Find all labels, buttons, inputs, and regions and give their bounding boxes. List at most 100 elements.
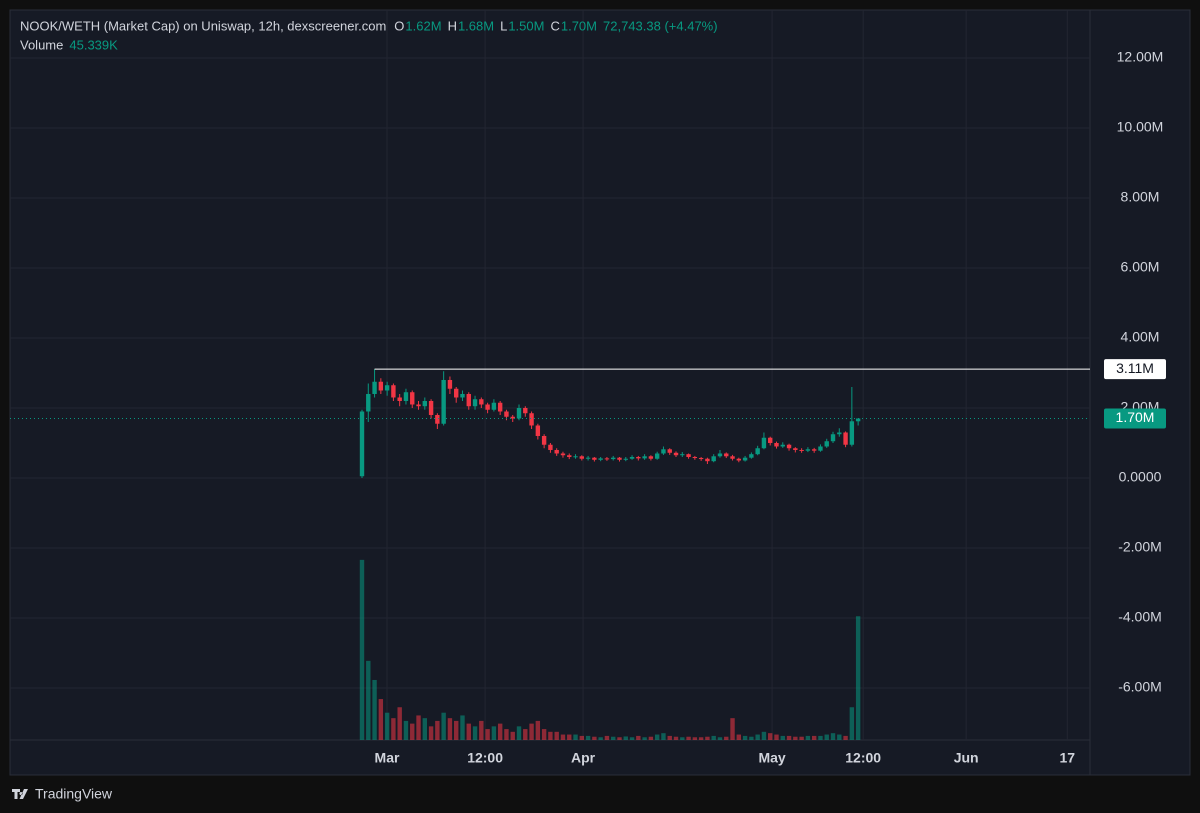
candle-body — [491, 402, 497, 410]
candle-body — [698, 458, 704, 460]
volume-bar — [717, 737, 723, 740]
candle-body — [410, 392, 415, 405]
legend-value: 1.62M — [405, 18, 441, 33]
brand-logo — [12, 789, 28, 799]
last-price-label: 1.70M — [1116, 409, 1155, 425]
candle-body — [636, 456, 641, 459]
candle-body — [372, 381, 377, 394]
candle-body — [485, 404, 490, 410]
volume-bar — [673, 736, 679, 740]
candle-body — [460, 393, 465, 398]
volume-bar — [698, 737, 704, 740]
volume-bar — [554, 731, 559, 740]
candle-body — [705, 458, 710, 462]
y-tick-label: -2.00M — [1118, 539, 1162, 555]
volume-bar — [485, 729, 490, 740]
candle-body — [447, 379, 453, 389]
legend-key: C — [550, 18, 559, 33]
legend-value: 1.50M — [508, 18, 544, 33]
volume-bar — [768, 733, 773, 740]
volume-bar — [397, 707, 402, 740]
volume-bar — [447, 718, 453, 740]
volume-bar — [604, 735, 610, 740]
volume-bar — [623, 736, 628, 740]
y-tick-label: 10.00M — [1117, 119, 1164, 135]
candle-body — [454, 388, 459, 398]
volume-bar — [579, 735, 585, 740]
volume-bar — [780, 735, 785, 740]
volume-bar — [466, 723, 471, 740]
candle-body — [510, 416, 515, 419]
candle-body — [567, 455, 572, 457]
legend-value: 1.68M — [458, 18, 494, 33]
x-tick-label: Mar — [375, 750, 400, 766]
candle-body — [761, 437, 767, 449]
volume-bar — [567, 734, 572, 740]
volume-bar — [384, 712, 390, 740]
candle-body — [648, 456, 654, 459]
candle-body — [416, 404, 421, 407]
legend-key: H — [448, 18, 457, 33]
volume-bar — [818, 735, 823, 740]
candle-body — [811, 449, 817, 451]
candle-body — [529, 413, 534, 426]
volume-bar — [667, 735, 672, 740]
marks — [10, 368, 1090, 740]
y-tick-label: 8.00M — [1121, 189, 1160, 205]
candle-body — [642, 456, 647, 459]
candle-body — [422, 400, 428, 407]
volume-bar — [654, 734, 660, 740]
candle-body — [611, 457, 616, 460]
candle-body — [667, 449, 672, 453]
candle-body — [384, 385, 390, 391]
volume-bar — [755, 734, 760, 740]
volume-bar — [648, 736, 654, 740]
candle-body — [472, 399, 478, 407]
candle-body — [717, 453, 723, 457]
candle-body — [799, 449, 804, 451]
high-line-label: 3.11M — [1116, 360, 1154, 376]
volume-bar — [805, 735, 811, 740]
volume-bar — [799, 736, 804, 740]
y-tick-label: -6.00M — [1118, 679, 1162, 695]
candle-body — [391, 385, 396, 398]
candle-body — [830, 434, 836, 442]
candle-body — [686, 454, 691, 457]
volume-title: Volume — [20, 37, 63, 52]
candle-body — [548, 444, 553, 450]
candle-body — [516, 407, 522, 419]
grid — [10, 10, 1090, 740]
x-tick-label: Apr — [571, 750, 596, 766]
volume-bar — [642, 737, 647, 740]
candle-body — [692, 456, 698, 459]
candle-body — [366, 393, 371, 412]
volume-bar — [573, 734, 578, 740]
candle-body — [805, 449, 811, 451]
volume-bar — [460, 715, 465, 740]
legend-key: L — [500, 18, 507, 33]
volume-bar — [422, 718, 428, 740]
volume-bar — [472, 726, 478, 740]
x-tick-label: Jun — [954, 750, 979, 766]
volume-bar — [617, 737, 622, 740]
candle-body — [736, 458, 742, 461]
candle-body — [855, 418, 861, 422]
volume-bar — [736, 734, 742, 740]
candle-body — [579, 456, 585, 459]
brand-name: TradingView — [35, 786, 113, 802]
volume-bar — [435, 720, 440, 740]
candle-body — [786, 444, 792, 449]
volume-bar — [661, 733, 666, 740]
volume-bar — [410, 723, 415, 740]
candle-body — [680, 454, 685, 456]
volume-bar — [730, 718, 735, 740]
volume-bar — [516, 726, 522, 740]
volume-bar — [793, 736, 798, 740]
volume-bar — [749, 736, 754, 740]
volume-bar — [560, 734, 566, 740]
volume-bar — [391, 718, 396, 740]
volume-bar — [523, 729, 528, 740]
candle-body — [397, 397, 402, 401]
candle-body — [523, 407, 528, 414]
